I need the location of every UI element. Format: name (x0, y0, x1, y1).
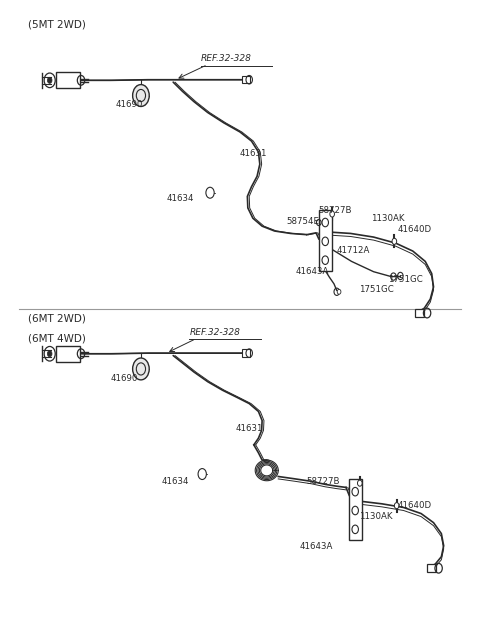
Text: 1751GC: 1751GC (359, 285, 394, 294)
Circle shape (198, 469, 206, 479)
Text: 41712A: 41712A (337, 246, 370, 255)
Text: REF.32-328: REF.32-328 (201, 55, 252, 63)
Circle shape (392, 238, 396, 244)
Circle shape (395, 503, 399, 508)
Text: (6MT 4WD): (6MT 4WD) (28, 333, 86, 343)
Circle shape (330, 211, 335, 217)
Text: (5MT 2WD): (5MT 2WD) (28, 20, 86, 30)
Bar (427, 564, 436, 572)
Circle shape (132, 84, 149, 107)
Text: 1751GC: 1751GC (388, 275, 423, 284)
Bar (56, 73, 80, 88)
Text: 58727B: 58727B (318, 206, 352, 215)
Bar (242, 76, 250, 83)
Bar (242, 350, 250, 356)
Bar (349, 479, 361, 539)
Circle shape (337, 290, 341, 294)
Text: 41690: 41690 (111, 374, 138, 383)
Text: 41640D: 41640D (397, 501, 432, 510)
Circle shape (206, 187, 214, 198)
Bar (319, 210, 332, 270)
Text: 1130AK: 1130AK (372, 215, 405, 223)
Text: (6MT 2WD): (6MT 2WD) (28, 314, 86, 324)
Text: 41631: 41631 (235, 424, 263, 433)
Text: 41640D: 41640D (397, 225, 432, 234)
Circle shape (132, 358, 149, 380)
Circle shape (48, 78, 52, 83)
Text: REF.32-328: REF.32-328 (189, 328, 240, 337)
Bar (56, 346, 80, 361)
Text: 41634: 41634 (162, 477, 189, 486)
Text: 41690: 41690 (116, 100, 143, 109)
Text: 41631: 41631 (240, 149, 267, 157)
Text: 41634: 41634 (166, 194, 194, 203)
Text: 41643A: 41643A (300, 542, 333, 551)
Text: 1130AK: 1130AK (359, 512, 392, 521)
Bar (415, 309, 424, 317)
Text: 41643A: 41643A (295, 267, 329, 276)
Circle shape (48, 351, 52, 356)
Circle shape (358, 480, 362, 486)
Text: 58727B: 58727B (307, 477, 340, 486)
Text: 58754E: 58754E (286, 217, 319, 226)
